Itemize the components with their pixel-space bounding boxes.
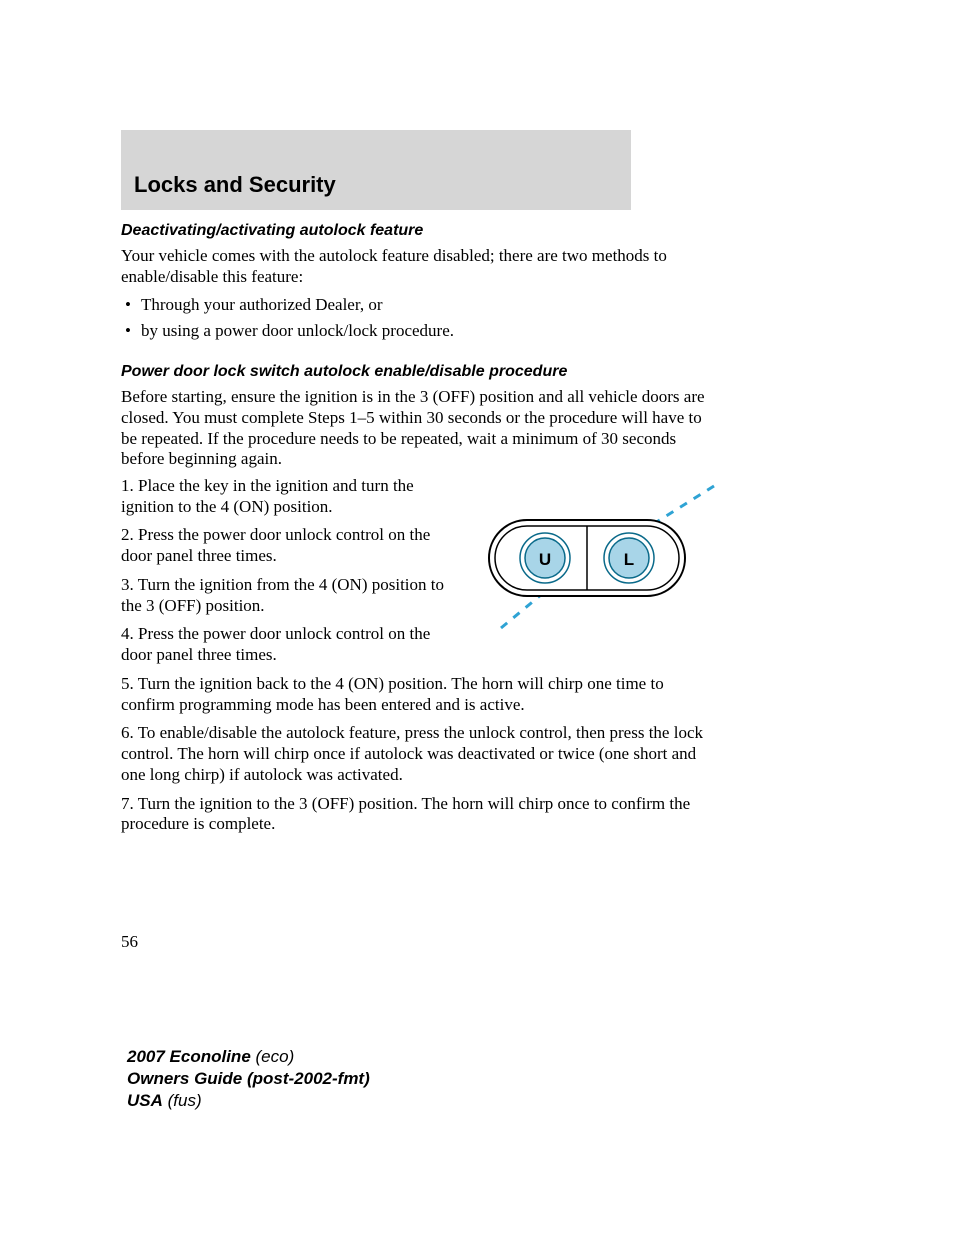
- l-button-label: L: [624, 550, 634, 569]
- subheading-procedure: Power door lock switch autolock enable/d…: [121, 363, 721, 381]
- document-footer: 2007 Econoline (eco) Owners Guide (post-…: [127, 1046, 370, 1112]
- bullet-item: Through your authorized Dealer, or: [121, 293, 721, 317]
- footer-line-2: Owners Guide (post-2002-fmt): [127, 1068, 370, 1090]
- page-content: Deactivating/activating autolock feature…: [121, 222, 721, 843]
- door-lock-diagram: U L: [456, 478, 721, 633]
- intro-text-1: Your vehicle comes with the autolock fea…: [121, 246, 721, 287]
- footer-region-code: (fus): [163, 1091, 202, 1110]
- bullet-item: by using a power door unlock/lock proced…: [121, 319, 721, 343]
- step-6: 6. To enable/disable the autolock featur…: [121, 723, 721, 785]
- intro-text-2: Before starting, ensure the ignition is …: [121, 387, 721, 470]
- section-title: Locks and Security: [134, 172, 336, 198]
- lock-switch-svg: U L: [456, 478, 721, 633]
- footer-line-3: USA (fus): [127, 1090, 370, 1112]
- footer-region: USA: [127, 1091, 163, 1110]
- section-header-band: Locks and Security: [121, 130, 631, 210]
- footer-model: 2007 Econoline: [127, 1047, 251, 1066]
- subheading-autolock: Deactivating/activating autolock feature: [121, 222, 721, 240]
- u-button-label: U: [539, 550, 551, 569]
- steps-wrap: U L 1. Place the key in the ignition and…: [121, 476, 721, 674]
- footer-line-1: 2007 Econoline (eco): [127, 1046, 370, 1068]
- footer-guide: Owners Guide (post-2002-fmt): [127, 1069, 370, 1088]
- page-number: 56: [121, 932, 138, 952]
- footer-model-code: (eco): [251, 1047, 294, 1066]
- bullet-list-methods: Through your authorized Dealer, or by us…: [121, 293, 721, 343]
- step-5: 5. Turn the ignition back to the 4 (ON) …: [121, 674, 721, 715]
- step-7: 7. Turn the ignition to the 3 (OFF) posi…: [121, 794, 721, 835]
